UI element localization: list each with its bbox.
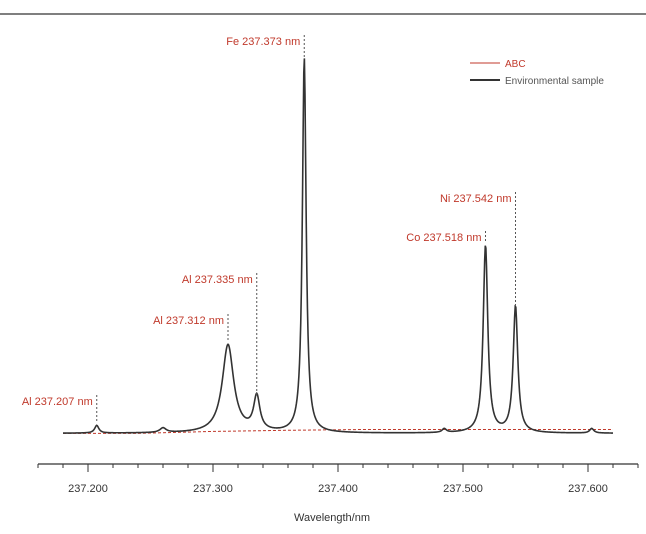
x-tick-label: 237.200: [68, 483, 108, 495]
legend-label-environmental-sample: Environmental sample: [505, 76, 604, 87]
annotation-label: Al 237.335 nm: [182, 274, 253, 286]
x-axis-title: Wavelength/nm: [294, 512, 370, 524]
annotation-label: Ni 237.542 nm: [440, 193, 512, 205]
annotation-label: Co 237.518 nm: [406, 232, 481, 244]
x-tick-label: 237.300: [193, 483, 233, 495]
x-tick-label: 237.400: [318, 483, 358, 495]
x-axis: 237.200 237.300 237.400 237.500 237.600: [37, 463, 639, 495]
annotation-label: Fe 237.373 nm: [226, 36, 300, 48]
peak-annotations: Al 237.207 nm Al 237.312 nm Al 237.335 nm F…: [22, 35, 516, 422]
series-line-abc: [63, 429, 613, 434]
series-line-environmental-sample: [63, 58, 614, 434]
x-tick-label: 237.600: [568, 483, 608, 495]
annotation-label: Al 237.312 nm: [153, 315, 224, 327]
plot-area: [63, 58, 614, 434]
annotation-label: Al 237.207 nm: [22, 396, 93, 408]
x-tick-label: 237.500: [443, 483, 483, 495]
legend: ABC Environmental sample: [470, 59, 604, 87]
legend-label-abc: ABC: [505, 59, 526, 70]
